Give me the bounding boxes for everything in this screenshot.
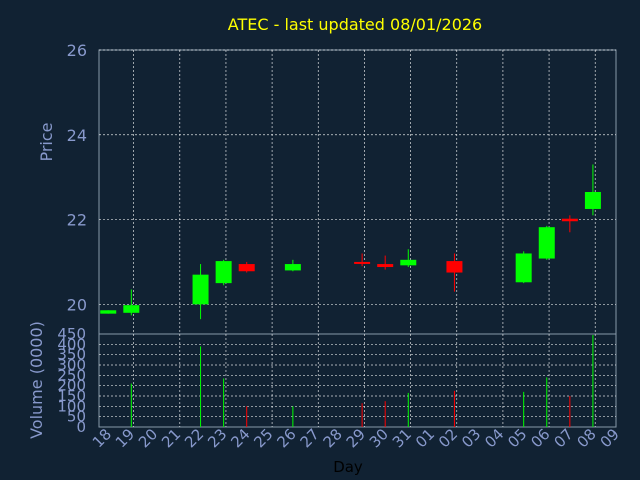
price-tick-label: 22 xyxy=(67,211,87,230)
volume-panel-frame xyxy=(98,333,617,428)
candle-body xyxy=(123,305,140,313)
volume-tick-label: 350 xyxy=(57,346,86,364)
volume-tick-label: 100 xyxy=(57,397,86,415)
candle-body xyxy=(515,253,532,283)
volume-tick-label: 0 xyxy=(76,418,86,436)
candle-body xyxy=(284,264,301,271)
candle-body xyxy=(238,264,255,272)
volume-tick-label: 50 xyxy=(67,408,86,426)
candle-body xyxy=(561,218,578,222)
candle-body xyxy=(377,264,394,268)
candle-body xyxy=(584,192,601,209)
volume-tick-label: 300 xyxy=(57,356,86,374)
price-axis-label: Price xyxy=(37,122,56,161)
x-tick-label: 09 xyxy=(597,425,623,451)
price-panel-frame xyxy=(98,49,617,335)
volume-axis-label: Volume (0000) xyxy=(27,321,46,439)
volume-tick-label: 400 xyxy=(57,335,86,353)
candle-body xyxy=(100,310,117,314)
volume-tick-label: 250 xyxy=(57,366,86,384)
candle-body xyxy=(215,261,232,284)
x-axis-label: Day xyxy=(333,458,363,476)
price-tick-label: 26 xyxy=(67,41,87,60)
candle-body xyxy=(400,259,417,266)
candle-body xyxy=(192,274,209,305)
volume-tick-label: 450 xyxy=(57,325,86,343)
volume-tick-label: 150 xyxy=(57,387,86,405)
volume-tick-label: 200 xyxy=(57,377,86,395)
candle-body xyxy=(354,261,371,264)
price-tick-label: 24 xyxy=(67,126,87,145)
price-tick-label: 20 xyxy=(67,295,87,314)
candle-body xyxy=(446,261,463,273)
chart-title: ATEC - last updated 08/01/2026 xyxy=(228,15,482,34)
candle-body xyxy=(538,227,555,259)
